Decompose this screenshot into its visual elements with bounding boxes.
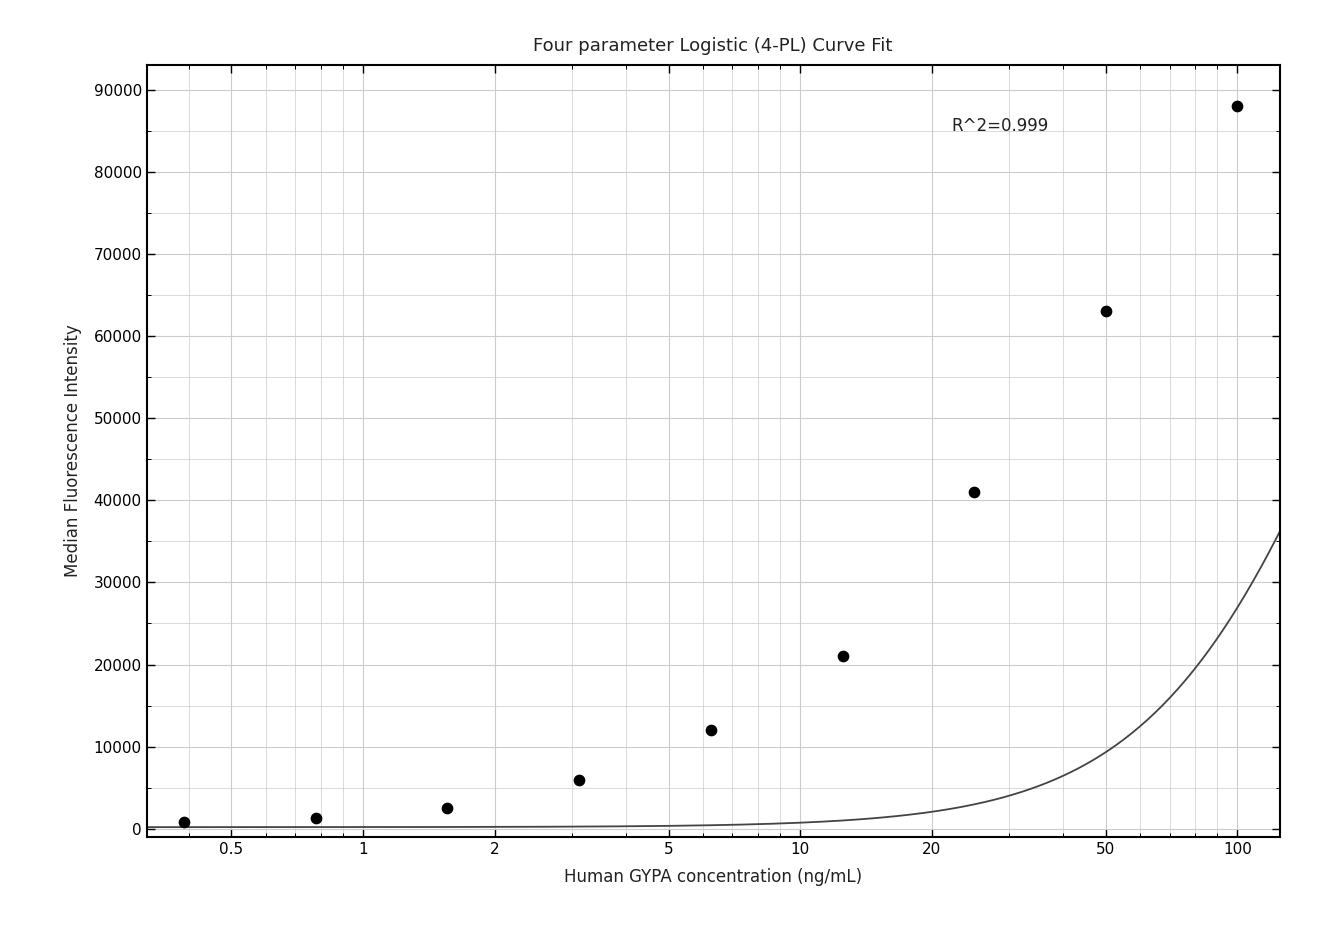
X-axis label: Human GYPA concentration (ng/mL): Human GYPA concentration (ng/mL) xyxy=(564,868,862,886)
Point xyxy=(1094,304,1116,319)
Title: Four parameter Logistic (4-PL) Curve Fit: Four parameter Logistic (4-PL) Curve Fit xyxy=(533,37,893,55)
Y-axis label: Median Fluorescence Intensity: Median Fluorescence Intensity xyxy=(64,325,83,578)
Point xyxy=(173,815,195,830)
Point xyxy=(700,723,721,737)
Point xyxy=(832,649,853,664)
Point xyxy=(305,811,327,826)
Point xyxy=(569,772,591,787)
Point xyxy=(1226,99,1248,113)
Point xyxy=(964,485,985,499)
Point xyxy=(437,801,459,816)
Text: R^2=0.999: R^2=0.999 xyxy=(952,116,1048,135)
